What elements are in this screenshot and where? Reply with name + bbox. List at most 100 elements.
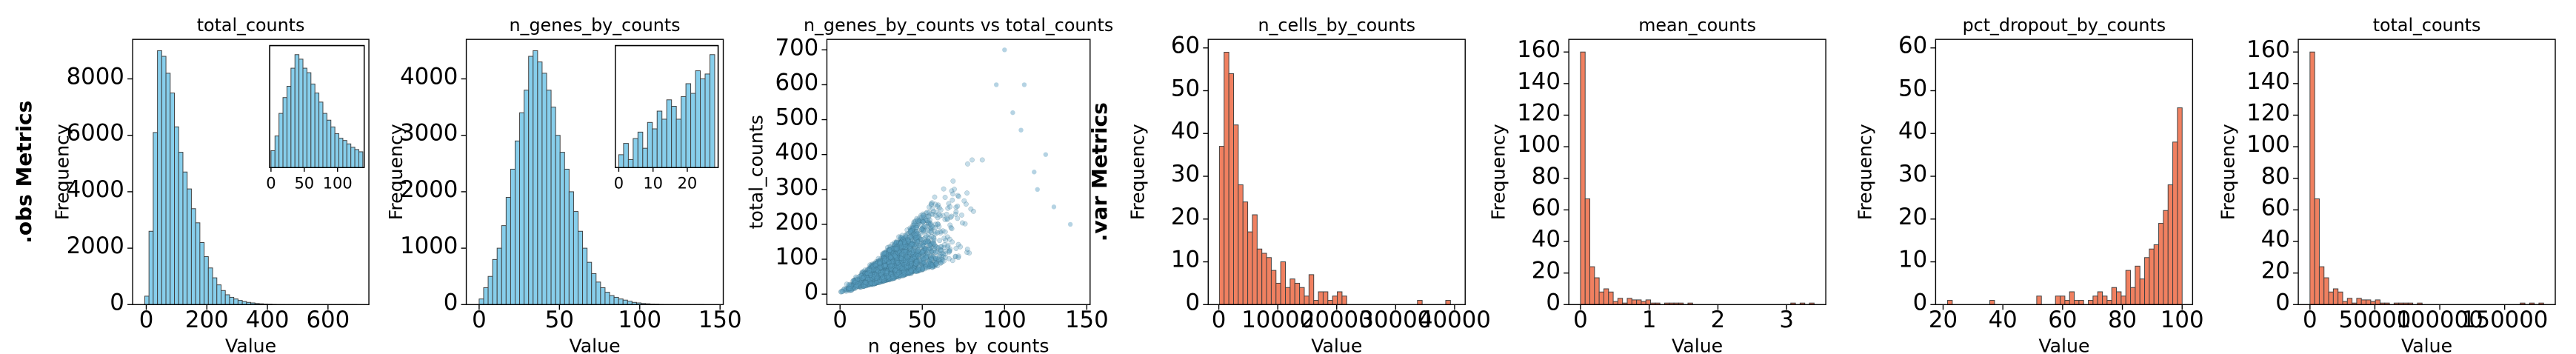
scatter-point [901, 245, 907, 251]
scatter-point [970, 157, 975, 163]
histogram-bar [1261, 253, 1267, 305]
scatter-point [923, 228, 929, 234]
scatter-point [884, 273, 890, 278]
scatter-point [910, 223, 915, 228]
scatter-point [898, 249, 904, 255]
scatter-point [890, 250, 896, 256]
histogram-bar [161, 56, 167, 305]
scatter-point [884, 264, 890, 270]
scatter-point [915, 239, 921, 245]
histogram-bar [2328, 291, 2334, 305]
histogram-bar [685, 83, 692, 168]
scatter-point [942, 216, 948, 222]
scatter-point [887, 248, 893, 254]
scatter-point [894, 266, 899, 272]
histogram-bar [2055, 295, 2061, 305]
scatter-point [911, 229, 916, 235]
histogram-bar [1598, 291, 1604, 305]
scatter-point [946, 256, 952, 261]
scatter-point [901, 271, 907, 277]
scatter-point [910, 252, 916, 258]
x-tick-label: 150 [698, 307, 742, 333]
scatter-point [880, 266, 886, 272]
histogram-bar [233, 298, 238, 305]
histogram-bar [286, 85, 292, 168]
scatter-point [950, 239, 955, 245]
scatter-point [897, 267, 902, 273]
x-tick-label: 3 [1779, 307, 1794, 333]
y-tick-label: 200 [775, 209, 819, 236]
histogram-bar [2144, 257, 2150, 305]
scatter-point [875, 272, 881, 278]
scatter-point [898, 271, 904, 277]
chart-panel-4: 0 100002000030000400000102030405060n_cell… [1087, 15, 1491, 354]
scatter-point [896, 250, 901, 256]
scatter-point [895, 269, 901, 275]
inset-x-tick-label: 10 [643, 174, 663, 192]
scatter-point [913, 224, 919, 230]
histogram-bar [212, 277, 218, 305]
chart-panel-5: 0 1 2 3 0 20 40 60 80 100 120 140 160 mean_counts Valu… [1487, 15, 1826, 354]
scatter-point [927, 258, 932, 264]
scatter-point [944, 211, 950, 217]
scatter-point [875, 267, 881, 273]
scatter-point [889, 267, 895, 273]
scatter-point [899, 244, 905, 250]
scatter-point [879, 270, 885, 276]
scatter-point [888, 271, 894, 277]
scatter-point [852, 277, 858, 283]
scatter-point [868, 278, 874, 284]
scatter-point [907, 265, 912, 271]
histogram-bar [2111, 287, 2118, 305]
scatter-point [884, 251, 890, 256]
x-tick-label: 50 [545, 307, 574, 333]
scatter-point [993, 82, 999, 87]
axes-frame [465, 39, 724, 306]
scatter-point [923, 264, 929, 270]
scatter-point [892, 266, 898, 272]
y-tick-label: 50 [1171, 75, 1200, 101]
scatter-point [909, 230, 915, 236]
histogram-bar [199, 242, 205, 305]
chart-title: n_genes_by_counts [510, 15, 681, 36]
scatter-point [869, 278, 875, 284]
histogram-bar [1947, 300, 1953, 305]
scatter-point [863, 280, 868, 286]
scatter-point [861, 281, 867, 287]
scatter-point [890, 264, 895, 270]
scatter-point [955, 216, 961, 221]
inset-border [269, 44, 365, 169]
scatter-point [940, 213, 946, 218]
scatter-point [950, 197, 955, 203]
scatter-point [926, 221, 932, 227]
scatter-point [877, 261, 883, 267]
histogram-bar [671, 106, 677, 168]
histogram-bar [1304, 295, 1309, 305]
scatter-point [927, 228, 933, 234]
x-tick-label: 100 [983, 307, 1027, 333]
scatter-point [875, 280, 881, 285]
histogram-bar [623, 143, 629, 168]
histogram-bar [613, 296, 619, 305]
histogram-bar [656, 110, 663, 168]
inset-x-tick-label: 100 [323, 174, 353, 192]
histogram-bar [568, 191, 574, 305]
scatter-point [871, 273, 877, 278]
scatter-point [921, 218, 927, 224]
y-tick-label: 400 [775, 139, 819, 166]
scatter-point [874, 280, 879, 285]
scatter-point [851, 281, 857, 286]
scatter-point [898, 262, 904, 268]
scatter-point [887, 253, 892, 258]
scatter-point [908, 227, 914, 233]
scatter-point [919, 254, 925, 260]
histogram-bar [2139, 278, 2146, 305]
scatter-point [934, 258, 939, 264]
scatter-point [907, 225, 913, 231]
histogram-bar [1594, 277, 1600, 305]
chart-panel-6: 20 40 60 80 100 0 10 20 30 40 50 60 pct_dropout_by_c… [1855, 15, 2204, 354]
histogram-bar [501, 225, 507, 305]
histogram-bar [633, 138, 638, 168]
scatter-point [867, 264, 873, 270]
scatter-point [887, 258, 893, 264]
